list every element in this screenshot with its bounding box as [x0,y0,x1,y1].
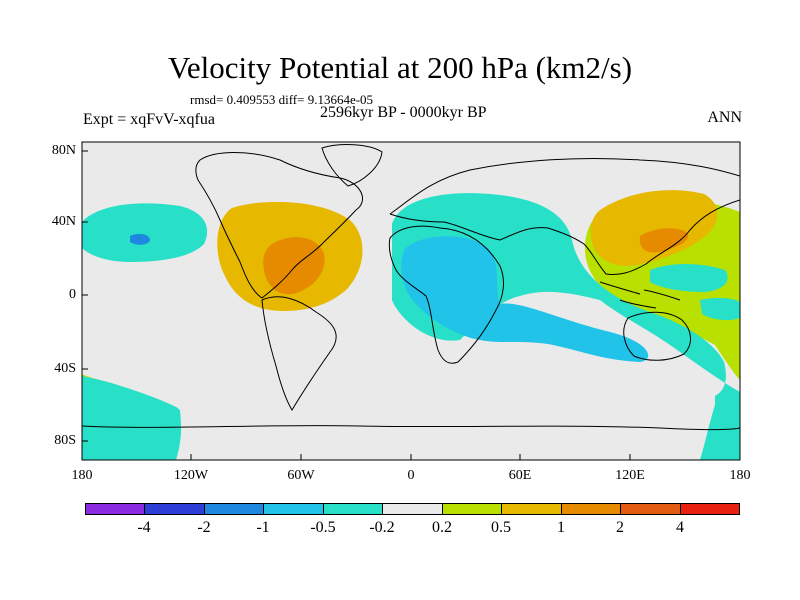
colorbar-box [680,504,739,514]
colorbar-box [323,504,384,514]
field-negative-region [82,203,208,262]
lat-label-40n: 40N [51,214,76,229]
field-positive-region [590,190,718,267]
axis-ticks [82,150,631,460]
north-america-coast [195,152,363,299]
lat-label-80s: 80S [54,433,76,448]
plot-title: Velocity Potential at 200 hPa (km2/s) [167,50,633,85]
indonesia-coast [599,281,681,309]
colorbar-box [561,504,622,514]
australia-coast [623,311,691,361]
lat-label-80n: 80N [51,143,76,158]
field-layer [82,142,740,460]
field-moderate-negative-region [401,236,649,362]
coastlines [82,144,740,430]
south-america-coast [261,296,337,411]
colorbar-label: 0.2 [432,519,452,536]
antarctica-coast [82,425,740,430]
greenland-coast [321,144,383,187]
lon-label-120e: 120E [615,468,645,483]
colorbar-label: 2 [616,519,624,536]
colorbar-label: 0.5 [491,519,511,536]
colorbar-box [383,504,443,514]
colorbar-box [621,504,681,514]
colorbar-box [502,504,562,514]
lon-label-180e: 180 [729,468,751,483]
lon-label-60e: 60E [508,468,532,483]
field-negative-region [700,297,740,321]
field-negative-region [82,193,740,460]
colorbar-box [204,504,265,514]
eurasia-coast [389,157,740,275]
colorbar-label: -1 [256,519,270,536]
field-strong-positive-region [639,228,689,253]
season-label: ANN [707,109,742,126]
field-strong-negative-region [130,233,150,245]
period-label: 2596kyr BP - 0000kyr BP [320,104,487,121]
experiment-label: Expt = xqFvV-xqfua [83,111,215,128]
lon-label-120w: 120W [173,468,209,483]
colorbar-label: 4 [676,519,684,536]
lat-label-40s: 40S [54,361,76,376]
colorbar-box [86,504,146,514]
lon-label-180w: 180 [71,468,93,483]
field-negative-region [650,264,728,292]
colorbar-box [264,504,324,514]
colorbar-label: -0.2 [369,519,395,536]
colorbar-label: -4 [137,519,151,536]
lat-label-0: 0 [69,287,76,302]
colorbar [85,503,740,515]
lon-label-0: 0 [407,468,415,483]
field-strong-positive-region [263,237,325,295]
colorbar-box [145,504,205,514]
colorbar-label: -0.5 [310,519,336,536]
colorbar-box [442,504,503,514]
colorbar-label: 1 [557,519,565,536]
field-negative-region [82,376,182,460]
colorbar-label: -2 [197,519,211,536]
lon-label-60w: 60W [287,468,315,483]
africa-coast [388,225,504,364]
stats-line: rmsd= 0.409553 diff= 9.13664e-05 [190,92,374,107]
